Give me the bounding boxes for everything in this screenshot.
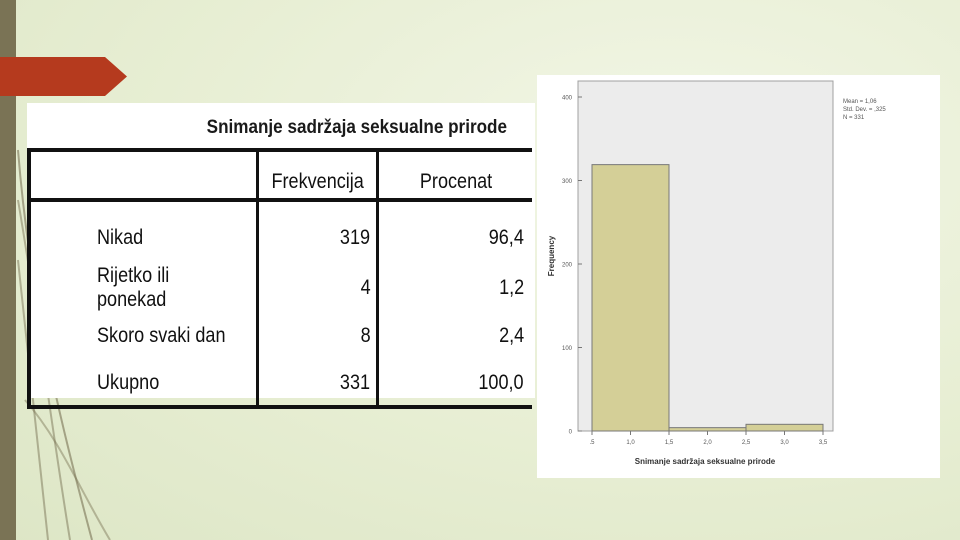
row-frequency: 8: [257, 312, 380, 360]
table-row: Nikad 319 96,4: [27, 200, 532, 264]
x-tick-label: 3,0: [780, 440, 789, 446]
row-label: Nikad: [27, 200, 259, 264]
frequency-table-panel: Snimanje sadržaja seksualne prirode Frek…: [27, 103, 535, 407]
y-tick-label: 400: [562, 96, 573, 102]
y-tick-label: 300: [562, 179, 573, 185]
table-row: Rijetko ili ponekad 4 1,2: [27, 264, 532, 312]
row-percent: 100,0: [478, 370, 524, 394]
x-axis: .5 1,0 1,5 2,0 2,5 3,0 3,5: [589, 431, 828, 446]
table-row: Skoro svaki dan 8 2,4: [27, 312, 532, 360]
x-tick-label: 1,5: [665, 440, 674, 446]
y-tick-label: 200: [562, 263, 573, 269]
row-label: Rijetko ili ponekad: [27, 264, 259, 312]
histogram-bar: [745, 423, 824, 432]
row-frequency: 4: [257, 264, 380, 312]
histogram-chart: 0 100 200 300 400 .5 1,0 1,5 2,0 2,5 3,0 3,5 Frequ…: [547, 80, 886, 466]
y-tick-label: 0: [569, 430, 573, 436]
x-tick-label: 2,5: [742, 440, 751, 446]
y-axis: 0 100 200 300 400: [562, 96, 582, 436]
table-title: Snimanje sadržaja seksualne prirode: [206, 117, 508, 138]
y-tick-label: 100: [562, 346, 573, 352]
x-tick-label: 1,0: [626, 440, 635, 446]
row-percent: 2,4: [498, 324, 524, 347]
header-frequency: Frekvencija: [257, 150, 380, 200]
statistic-line: Mean = 1,06: [843, 99, 877, 105]
histogram-bars: [591, 164, 824, 432]
table-header-row: Frekvencija Procenat: [27, 150, 532, 200]
frequency-table: Frekvencija Procenat Nikad 319 96,4 Rije…: [27, 148, 532, 409]
table-total-row: Ukupno 331 100,0: [27, 360, 532, 407]
histogram-bar: [668, 427, 747, 432]
row-frequency: 331: [257, 360, 380, 407]
histogram-bar: [591, 164, 670, 432]
statistics-legend: Mean = 1,06 Std. Dev. = ,325 N = 331: [843, 99, 886, 121]
x-axis-label: Snimanje sadržaja seksualne prirode: [635, 457, 776, 466]
x-tick-label: .5: [589, 440, 595, 446]
header-percent: Procenat: [419, 170, 492, 193]
row-frequency: 319: [257, 200, 380, 264]
row-label: Ukupno: [27, 360, 259, 407]
histogram-panel: 0 100 200 300 400 .5 1,0 1,5 2,0 2,5 3,0 3,5 Frequ…: [537, 75, 940, 478]
x-tick-label: 2,0: [703, 440, 712, 446]
row-percent: 1,2: [498, 276, 524, 299]
statistic-line: Std. Dev. = ,325: [843, 107, 886, 113]
left-accent-bar: [0, 0, 16, 540]
y-axis-label: Frequency: [547, 235, 556, 276]
row-percent: 96,4: [488, 226, 524, 249]
x-tick-label: 3,5: [819, 440, 828, 446]
row-label: Skoro svaki dan: [27, 312, 259, 360]
header-blank-cell: [27, 150, 259, 200]
slide-arrow-tab: [0, 57, 127, 96]
statistic-line: N = 331: [843, 115, 865, 121]
